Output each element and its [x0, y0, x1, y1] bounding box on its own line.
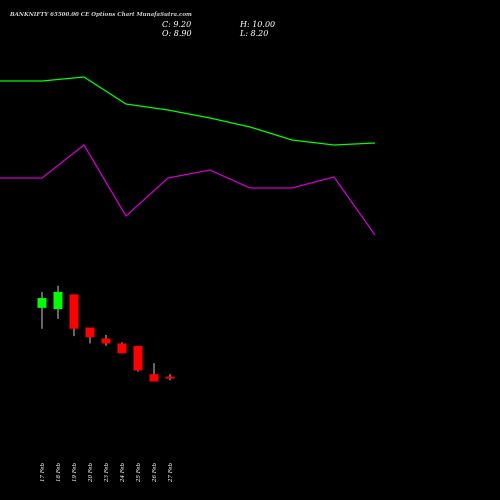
chart-title: BANKNIFTY 65500.00 CE Options Chart Muna…	[10, 12, 192, 18]
candle-body	[37, 298, 47, 308]
x-tick-label: 24 Feb	[120, 462, 126, 483]
candle-body	[149, 374, 159, 382]
x-tick-label: 20 Feb	[88, 462, 94, 483]
magenta-indicator-line	[0, 144, 376, 236]
x-axis-labels: 17 Feb 18 Feb 19 Feb 20 Feb 23 Feb 24 Feb 25 F…	[40, 462, 174, 483]
x-tick-label: 23 Feb	[104, 462, 110, 483]
open-value: O: 8.90	[162, 29, 192, 38]
x-tick-label: 27 Feb	[168, 462, 174, 483]
x-tick-label: 18 Feb	[56, 462, 62, 482]
candle-body	[85, 327, 95, 338]
high-value: H: 10.00	[240, 20, 276, 29]
candle-body	[53, 291, 63, 310]
low-value: L: 8.20	[240, 29, 269, 38]
x-tick-label: 19 Feb	[72, 462, 78, 482]
x-tick-label: 25 Feb	[136, 462, 142, 483]
indicator-lines	[0, 76, 376, 236]
green-indicator-line	[0, 76, 376, 146]
candle-body	[101, 338, 111, 344]
candle-body	[69, 294, 79, 329]
x-tick-label: 26 Feb	[152, 462, 158, 483]
close-value: C: 9.20	[162, 20, 192, 29]
candles	[37, 285, 175, 382]
candle-body	[117, 343, 127, 354]
x-tick-label: 17 Feb	[40, 462, 46, 482]
candle-body	[133, 345, 143, 371]
candle-body	[165, 376, 175, 379]
